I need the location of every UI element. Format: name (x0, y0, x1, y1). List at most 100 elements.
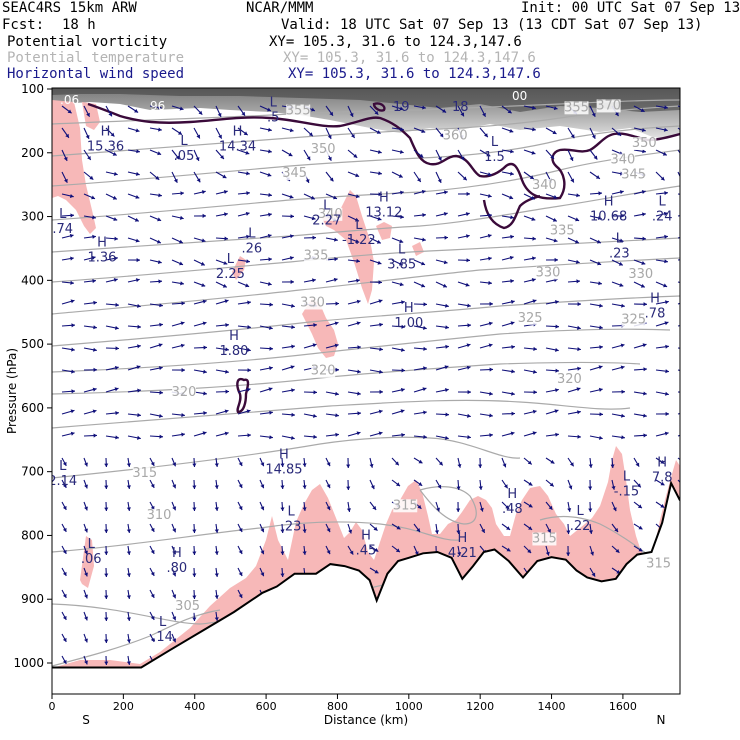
wind-vector-head (137, 413, 141, 418)
wind-vector-head (466, 258, 470, 263)
wind-vector-head (126, 463, 131, 467)
wind-vector-head (596, 239, 601, 244)
wind-vector-head (642, 343, 647, 348)
wind-vector-head (84, 616, 88, 621)
wind-vector-head (126, 507, 131, 511)
wind-vector-head (489, 433, 493, 438)
wind-vector-head (172, 484, 177, 489)
wind-vector-head (289, 128, 294, 133)
wind-vector-head (356, 278, 360, 283)
wind-vector-head (488, 321, 493, 326)
wind-vector-head (245, 283, 250, 288)
extremum-marker: H (457, 531, 467, 546)
theta-label-bg (304, 249, 329, 263)
y-tick-label: 700 (21, 465, 44, 479)
wind-vector-head (64, 178, 68, 183)
wind-vector-head (159, 413, 163, 418)
wind-vector-head (511, 391, 515, 396)
wind-vector-head (113, 278, 118, 282)
wind-vector-head (588, 486, 593, 490)
wind-vector-head (377, 216, 382, 221)
wind-vector-head (686, 213, 690, 217)
wind-vector-head (687, 431, 691, 435)
wind-vector-head (510, 431, 515, 436)
wind-vector-head (159, 322, 163, 327)
wind-vector-head (92, 409, 97, 414)
wind-vector-head (288, 152, 293, 157)
extrema-labels: H15.36 L.05H14.34L.74H1.36L.26L2.25L2.27H… (52, 96, 673, 645)
wind-vector-head (598, 387, 603, 392)
wind-vector-head (312, 278, 316, 283)
wind-vector-head (437, 484, 442, 489)
wind-vector-head (223, 261, 228, 265)
wind-vector-head (112, 195, 117, 200)
wind-vector-head (533, 369, 537, 374)
wind-vector-head (418, 459, 423, 464)
wind-vector-head (71, 369, 75, 374)
theta-label: 355 (286, 104, 311, 119)
wind-vector-head (401, 433, 405, 438)
wind-vector-head (198, 110, 203, 115)
wind-vector-head (71, 389, 75, 394)
extremum-marker: L (59, 207, 67, 222)
wind-vector (677, 149, 680, 154)
wind-vector-head (421, 261, 425, 266)
extremum-value: 2.27 (312, 213, 341, 228)
wind-vector-head (62, 593, 67, 598)
theta-label: 335 (304, 248, 329, 263)
wind-vector-head (481, 528, 485, 533)
wind-vector-head (369, 463, 374, 468)
wind-vector (677, 457, 680, 461)
wind-vector-head (136, 149, 140, 154)
wind-vector-head (92, 279, 96, 284)
wind-vector-head (326, 484, 331, 489)
theta-label-bg (393, 499, 418, 513)
wind-vector-head (533, 390, 537, 395)
wind-vector-head (247, 433, 251, 438)
wind-vector-head (444, 365, 449, 370)
theta-label-bg (535, 266, 560, 280)
wind-vector-head (379, 369, 383, 374)
wind-vector-head (663, 283, 668, 288)
wind-vector-head (686, 234, 690, 238)
wind-vector-head (115, 325, 119, 330)
wind-vector-head (291, 325, 295, 330)
wind-vector-head (506, 526, 511, 530)
wind-vector-head (686, 257, 690, 261)
extremum-value: 4.21 (448, 546, 477, 561)
wind-vector-head (619, 238, 624, 243)
plot-frame (51, 87, 681, 695)
wind-vector-head (196, 134, 200, 139)
wind-vector-head (641, 190, 646, 194)
field-name-wind: Horizontal wind speed (7, 66, 185, 82)
wind-vector-head (400, 409, 405, 414)
wind-vector-head (577, 410, 581, 415)
wind-vector-head (302, 485, 307, 489)
wind-vector-head (333, 277, 338, 282)
wind-vector-head (246, 234, 250, 239)
wind-vector-head (302, 463, 307, 467)
wind-vector-head (84, 528, 88, 533)
wind-vector-head (214, 507, 219, 511)
wind-vector-head (638, 547, 643, 552)
wind-vector-head (588, 530, 593, 534)
wind-vector-head (434, 530, 439, 534)
wind-vector-head (70, 299, 75, 304)
wind-vector-head (180, 281, 184, 286)
wind-vector-head (466, 234, 470, 239)
wind-vector-head (595, 175, 600, 179)
wind-vector-head (202, 321, 207, 326)
wind-vector-head (104, 551, 109, 555)
wind-vector-head (687, 322, 691, 326)
wind-vector-head (621, 389, 625, 394)
wind-vector-head (531, 217, 536, 221)
wind-vector-head (158, 279, 162, 284)
wind-vector-head (329, 177, 334, 182)
wind-vector-head (308, 132, 313, 137)
extremum-marker: L (248, 226, 256, 241)
wind-vector-head (346, 464, 351, 468)
wind-vector-head (487, 193, 492, 198)
wind-vector-head (486, 152, 491, 157)
wind-vector-head (313, 390, 317, 395)
wind-vector-head (172, 616, 177, 621)
